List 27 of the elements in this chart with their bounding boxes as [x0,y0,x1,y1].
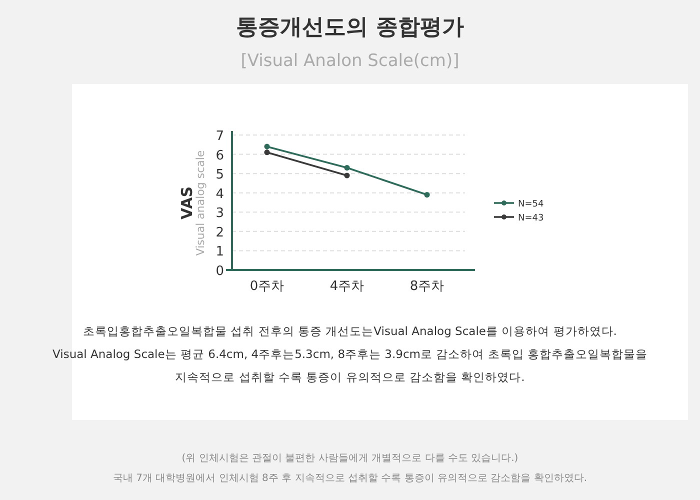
text: 초록입홍합추출오일복합물 섭취 전후의 통증 개선도는Visual Analog Scale를 이용하여 평가하였다. [83,324,617,338]
point [344,164,350,171]
legend-label: N=43 [518,214,544,224]
y-tick-label: 5 [216,168,224,183]
legend-label: N=54 [518,200,544,210]
point [344,172,350,178]
x-tick-label: 0주차 [250,279,284,294]
y-tick-label: 7 [216,129,224,144]
text: (위 인체시험은 관절이 불편한 사람들에게 개별적으로 다를 수도 있습니다.) [182,453,518,464]
y-tick-label: 3 [216,206,224,222]
text: Visual analog scale [194,150,207,256]
chart-title: 통증개선도의 종합평가 [236,15,464,40]
y-tick-label: 6 [216,148,224,164]
text: 지속적으로 섭취할 수록 통증이 유의적으로 감소함을 확인하였다. [175,370,525,384]
point [424,192,430,198]
text: 국내 7개 대학병원에서 인체시험 8주 후 지속적으로 섭취할 수록 통증이 유의적으로 감소함을 확인하였다. [112,473,588,484]
y-tick-label: 2 [216,225,224,240]
x-tick-label: 4주차 [330,279,364,294]
y-tick-label: 0 [216,264,224,279]
chart-subtitle: [Visual Analon Scale(cm)] [240,51,460,71]
y-tick-label: 4 [216,186,224,202]
point [264,144,270,150]
text: Visual Analog Scale는 평균 6.4cm, 4주후는5.3cm, 8주후는 3.9cm로 감소하여 초록입 홍합추출오일복합물을 [52,347,648,361]
y-axis-title: VAS [178,186,196,220]
x-tick-label: 8주차 [410,279,444,294]
y-tick-label: 1 [216,244,224,260]
point [264,150,270,156]
